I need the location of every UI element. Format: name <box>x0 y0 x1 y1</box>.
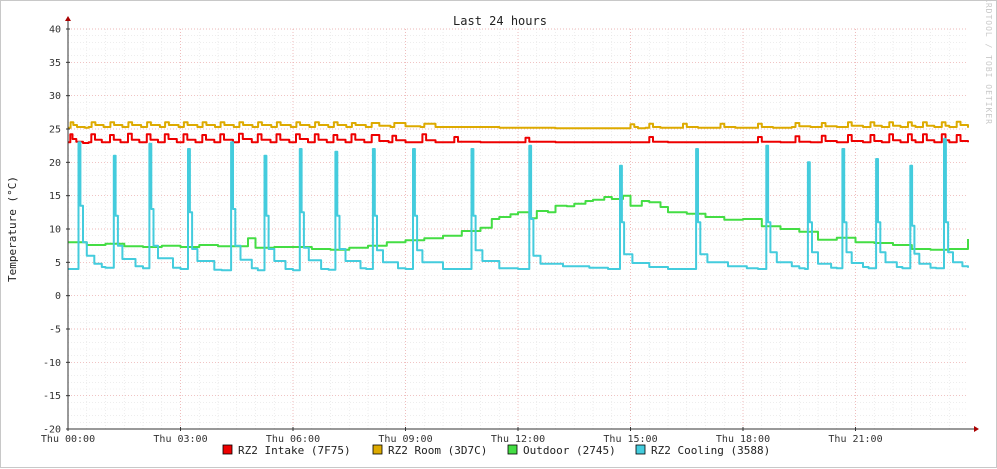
x-tick-label: Thu 15:00 <box>603 434 657 445</box>
legend: RZ2 Intake (7F75) RZ2 Room (3D7C) Outdoor … <box>222 444 770 457</box>
y-tick-label: 30 <box>49 91 61 102</box>
x-tick-label: Thu 06:00 <box>266 434 320 445</box>
legend-label: RZ2 Cooling (3588) <box>651 444 770 457</box>
y-tick-label: 35 <box>49 58 61 69</box>
axes <box>65 16 979 432</box>
legend-swatch <box>507 444 518 455</box>
series-line-1 <box>68 132 969 144</box>
y-tick-label: -15 <box>43 391 61 402</box>
x-tick-labels: Thu 00:00 Thu 03:00 Thu 06:00 Thu 09:00 Thu … <box>41 434 883 445</box>
legend-swatch <box>222 444 233 455</box>
x-tick-label: Thu 00:00 <box>41 434 95 445</box>
y-tick-label: 15 <box>49 191 61 202</box>
x-tick-label: Thu 12:00 <box>491 434 545 445</box>
series-line-4 <box>68 138 969 272</box>
y-tick-label: 10 <box>49 225 61 236</box>
y-tick-label: -20 <box>43 425 61 436</box>
y-tick-label: 0 <box>55 291 61 302</box>
y-tick-label: -5 <box>49 325 61 336</box>
x-tick-label: Thu 18:00 <box>716 434 770 445</box>
chart-title: Last 24 hours <box>453 14 547 28</box>
rrdtool-watermark: RRDTOOL / TOBI OETIKER <box>984 1 993 125</box>
y-tick-label: 25 <box>49 125 61 136</box>
x-tick-label: Thu 03:00 <box>153 434 207 445</box>
series-line-3 <box>68 194 969 251</box>
y-tick-label: 40 <box>49 25 61 36</box>
y-tick-labels: -20 -15 -10 -5 0 5 10 15 20 25 30 35 40 <box>43 25 61 436</box>
y-axis-label: Temperature (°C) <box>6 176 19 282</box>
legend-swatch <box>635 444 646 455</box>
legend-label: RZ2 Room (3D7C) <box>388 444 487 457</box>
y-tick-label: -10 <box>43 358 61 369</box>
x-axis-arrow <box>974 426 979 432</box>
legend-swatch <box>372 444 383 455</box>
grid <box>67 28 968 430</box>
x-tick-label: Thu 21:00 <box>828 434 882 445</box>
y-axis-arrow <box>65 16 71 21</box>
legend-label: Outdoor (2745) <box>523 444 616 457</box>
y-tick-label: 5 <box>55 258 61 269</box>
legend-label: RZ2 Intake (7F75) <box>238 444 351 457</box>
x-tick-label: Thu 09:00 <box>378 434 432 445</box>
series-group <box>68 120 969 272</box>
series-line-2 <box>68 120 969 130</box>
y-tick-label: 20 <box>49 158 61 169</box>
